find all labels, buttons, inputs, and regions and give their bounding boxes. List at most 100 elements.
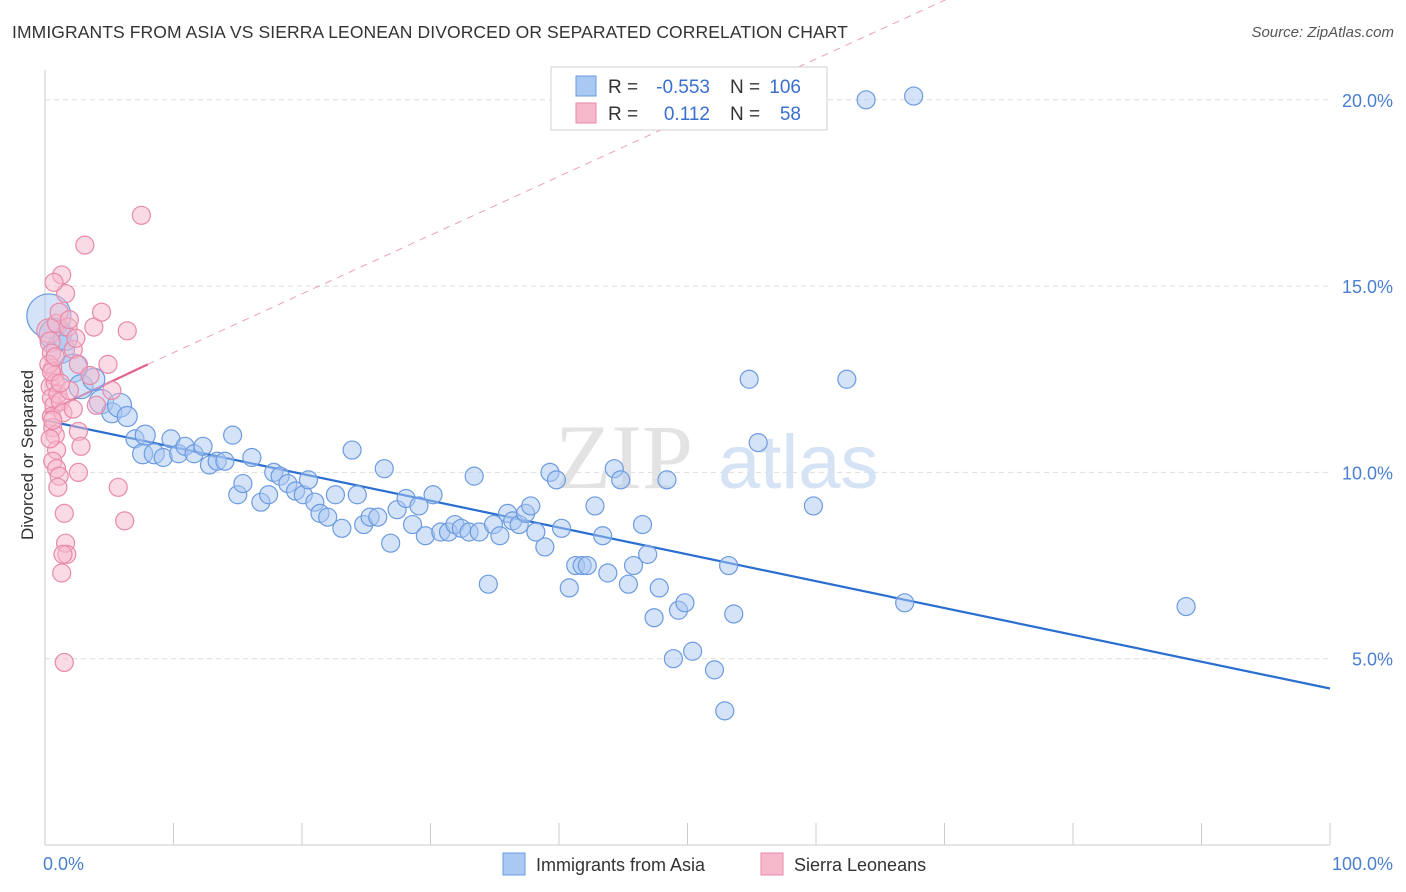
data-point-sierra-leonean — [75, 235, 95, 255]
data-point-sierra-leonean — [45, 347, 65, 367]
data-point-immigrants-from-asia — [683, 641, 703, 661]
data-point-sierra-leonean — [54, 652, 74, 673]
data-point-sierra-leonean — [48, 477, 68, 497]
data-point-immigrants-from-asia — [904, 86, 924, 106]
data-point-immigrants-from-asia — [704, 660, 725, 680]
data-point-immigrants-from-asia — [546, 470, 567, 490]
data-point-immigrants-from-asia — [663, 649, 683, 669]
page-title: IMMIGRANTS FROM ASIA VS SIERRA LEONEAN D… — [12, 22, 848, 42]
data-point-immigrants-from-asia — [644, 608, 664, 628]
legend-n-value: 106 — [769, 77, 801, 98]
data-point-immigrants-from-asia — [526, 522, 546, 542]
legend-swatch-pink — [575, 102, 597, 124]
data-point-sierra-leonean — [80, 365, 100, 386]
data-point-sierra-leonean — [44, 272, 64, 292]
data-point-immigrants-from-asia — [1176, 596, 1196, 617]
data-point-immigrants-from-asia — [577, 555, 597, 576]
correlation-legend: R = -0.553 N = 106 R = 0.112 N = 58 — [550, 66, 828, 131]
data-point-immigrants-from-asia — [715, 701, 735, 721]
legend-swatch-immigrants-from-asia — [502, 852, 526, 876]
legend-box — [550, 66, 828, 131]
data-point-immigrants-from-asia — [803, 496, 824, 516]
legend-swatch-sierra-leoneans — [760, 852, 784, 876]
data-point-sierra-leonean — [68, 462, 89, 483]
data-point-immigrants-from-asia — [585, 496, 605, 516]
data-point-immigrants-from-asia — [632, 514, 653, 535]
data-point-sierra-leonean — [98, 354, 118, 374]
y-tick-label: 10.0% — [1342, 463, 1393, 483]
data-point-immigrants-from-asia — [535, 537, 555, 557]
source-label: Source: ZipAtlas.com — [1251, 24, 1394, 41]
data-point-sierra-leonean — [102, 380, 122, 401]
data-point-immigrants-from-asia — [675, 593, 695, 613]
data-point-immigrants-from-asia — [719, 555, 739, 576]
data-point-immigrants-from-asia — [638, 544, 658, 564]
data-point-immigrants-from-asia — [657, 470, 677, 490]
data-point-immigrants-from-asia — [242, 447, 262, 468]
data-point-immigrants-from-asia — [116, 405, 138, 428]
y-tick-labels: 5.0% 10.0% 15.0% 20.0% — [1342, 91, 1393, 670]
legend-label-immigrants-from-asia: Immigrants from Asia — [536, 855, 706, 875]
legend-swatch-blue — [575, 75, 597, 97]
x-tick-label: 0.0% — [43, 854, 84, 874]
data-point-immigrants-from-asia — [478, 574, 498, 594]
data-point-immigrants-from-asia — [623, 555, 644, 576]
data-point-immigrants-from-asia — [368, 507, 388, 527]
watermark-atlas: atlas — [718, 420, 879, 505]
data-point-immigrants-from-asia — [381, 533, 401, 553]
legend-n-label: N = — [730, 77, 760, 98]
data-point-immigrants-from-asia — [598, 563, 618, 583]
trend-line-sierra-leoneans-extension — [147, 0, 947, 365]
data-point-immigrants-from-asia — [347, 485, 367, 505]
data-point-sierra-leonean — [59, 310, 80, 330]
data-point-immigrants-from-asia — [402, 514, 423, 535]
data-point-immigrants-from-asia — [837, 369, 857, 389]
data-point-immigrants-from-asia — [464, 466, 484, 486]
data-point-sierra-leonean — [71, 436, 91, 456]
data-point-immigrants-from-asia — [551, 518, 572, 538]
data-point-immigrants-from-asia — [332, 518, 352, 538]
data-point-immigrants-from-asia — [724, 604, 744, 624]
data-point-immigrants-from-asia — [223, 425, 243, 445]
y-tick-label: 20.0% — [1342, 91, 1393, 111]
data-point-immigrants-from-asia — [298, 470, 319, 490]
data-point-sierra-leonean — [84, 317, 104, 337]
y-tick-label: 5.0% — [1352, 650, 1393, 670]
y-tick-label: 15.0% — [1342, 277, 1393, 297]
x-tick-label: 100.0% — [1332, 854, 1393, 874]
data-point-sierra-leonean — [66, 328, 86, 348]
data-point-immigrants-from-asia — [593, 526, 613, 546]
data-point-immigrants-from-asia — [748, 432, 768, 453]
series-legend: Immigrants from Asia Sierra Leoneans — [502, 852, 926, 876]
data-point-immigrants-from-asia — [559, 578, 579, 598]
y-axis-label: Divorced or Separated — [18, 370, 37, 540]
legend-label-sierra-leoneans: Sierra Leoneans — [794, 855, 926, 875]
trend-line-immigrants-from-asia — [44, 419, 1331, 690]
data-point-sierra-leonean — [55, 283, 76, 304]
data-point-immigrants-from-asia — [215, 451, 235, 471]
data-point-immigrants-from-asia — [233, 473, 253, 494]
data-point-sierra-leonean — [53, 544, 73, 564]
data-point-immigrants-from-asia — [134, 424, 156, 446]
data-point-immigrants-from-asia — [856, 90, 876, 110]
data-point-immigrants-from-asia — [423, 485, 443, 505]
series-immigrants-from-asia — [26, 86, 1196, 721]
data-point-immigrants-from-asia — [895, 593, 915, 613]
data-point-immigrants-from-asia — [325, 485, 346, 505]
data-point-sierra-leonean — [117, 321, 137, 341]
data-point-immigrants-from-asia — [258, 485, 279, 505]
data-point-immigrants-from-asia — [611, 470, 631, 490]
legend-n-value: 58 — [780, 104, 801, 125]
data-point-sierra-leonean — [50, 373, 71, 393]
data-point-immigrants-from-asia — [618, 574, 638, 594]
watermark-zip: ZIP — [555, 406, 693, 508]
data-point-immigrants-from-asia — [521, 496, 541, 516]
legend-r-value: -0.553 — [656, 77, 710, 98]
data-point-immigrants-from-asia — [193, 436, 213, 456]
data-point-immigrants-from-asia — [342, 440, 362, 460]
data-point-sierra-leonean — [63, 399, 83, 419]
data-point-sierra-leonean — [86, 395, 107, 415]
legend-r-label: R = — [608, 104, 638, 125]
data-point-immigrants-from-asia — [374, 459, 394, 479]
data-point-sierra-leonean — [115, 511, 135, 531]
